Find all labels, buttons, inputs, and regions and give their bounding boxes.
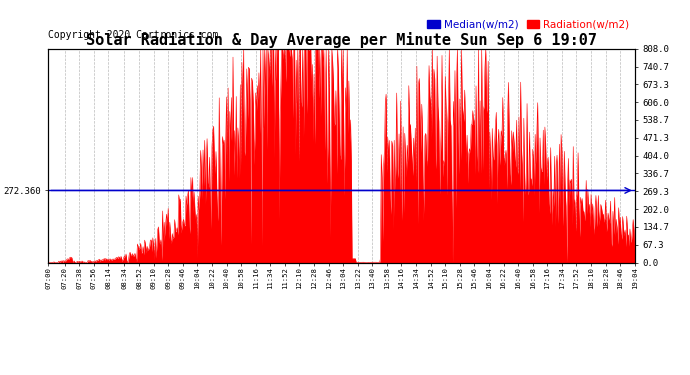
Title: Solar Radiation & Day Average per Minute Sun Sep 6 19:07: Solar Radiation & Day Average per Minute… <box>86 32 597 48</box>
Text: Copyright 2020 Cartronics.com: Copyright 2020 Cartronics.com <box>48 30 219 40</box>
Legend: Median(w/m2), Radiation(w/m2): Median(w/m2), Radiation(w/m2) <box>427 20 629 30</box>
